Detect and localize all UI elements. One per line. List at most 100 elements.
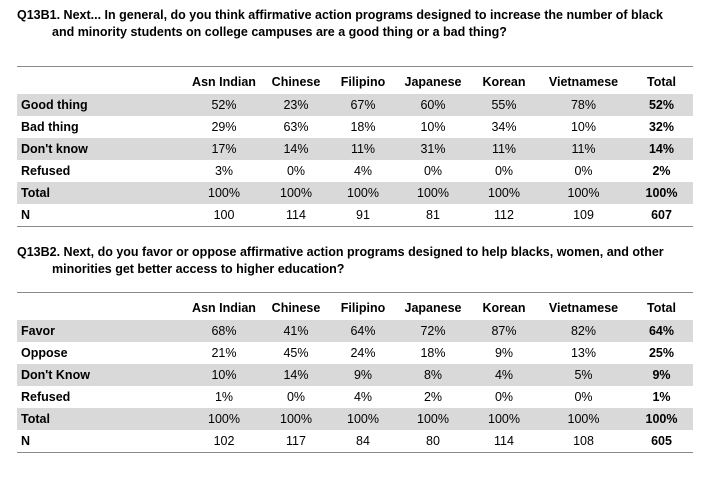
- total-cell: 2%: [652, 164, 671, 178]
- total-cell: 9%: [652, 368, 671, 382]
- row-label: Good thing: [21, 98, 88, 112]
- cell: 10%: [570, 120, 597, 134]
- row-label: Don't know: [21, 142, 88, 156]
- cell: 11%: [571, 142, 596, 156]
- cell: 78%: [570, 98, 597, 112]
- cell: 0%: [286, 164, 306, 178]
- total-cell: 605: [651, 434, 672, 448]
- table-row: Total 100% 100% 100% 100% 100% 100% 100%: [17, 182, 693, 204]
- cell: 9%: [494, 346, 514, 360]
- cell: 82%: [570, 324, 597, 338]
- cell: 0%: [286, 390, 306, 404]
- cell: 31%: [420, 142, 446, 156]
- cell: 0%: [494, 164, 514, 178]
- cell: 100%: [488, 412, 520, 426]
- cell: 102: [213, 434, 235, 448]
- cell: 14%: [283, 142, 309, 156]
- cell: 13%: [570, 346, 597, 360]
- cell: 29%: [211, 120, 237, 134]
- cell: 100%: [347, 186, 379, 200]
- cell: 1%: [214, 390, 234, 404]
- cell: 100%: [347, 412, 379, 426]
- cell: 52%: [211, 98, 237, 112]
- cell: 81: [426, 208, 440, 222]
- row-label: Total: [21, 186, 50, 200]
- row-label: N: [21, 434, 31, 448]
- total-cell: 100%: [645, 186, 678, 200]
- column-header: Filipino: [340, 301, 386, 315]
- column-header: Vietnamese: [548, 75, 619, 89]
- row-label: Total: [21, 412, 50, 426]
- cell: 114: [286, 208, 306, 222]
- total-cell: 1%: [652, 390, 671, 404]
- cell: 11%: [491, 142, 517, 156]
- cell: 3%: [214, 164, 234, 178]
- table-row: N 102 117 84 80 114 108 605: [17, 430, 693, 453]
- header-blank: [17, 67, 187, 95]
- cell: 0%: [494, 390, 514, 404]
- cell: 100%: [208, 186, 240, 200]
- column-header: Japanese: [404, 301, 462, 315]
- column-header: Chinese: [271, 301, 321, 315]
- cell: 18%: [350, 120, 376, 134]
- cell: 100%: [488, 186, 520, 200]
- table-q13b2: Asn Indian Chinese Filipino Japanese Kor…: [17, 292, 693, 453]
- table-row: Oppose 21% 45% 24% 18% 9% 13% 25%: [17, 342, 693, 364]
- cell: 41%: [283, 324, 309, 338]
- cell: 117: [286, 434, 306, 448]
- column-header: Japanese: [404, 75, 462, 89]
- column-header: Filipino: [340, 75, 386, 89]
- header-blank: [17, 293, 187, 321]
- cell: 64%: [350, 324, 376, 338]
- cell: 10%: [420, 120, 446, 134]
- table-row: Refused 1% 0% 4% 2% 0% 0% 1%: [17, 386, 693, 408]
- cell: 8%: [423, 368, 443, 382]
- cell: 4%: [494, 368, 514, 382]
- table-row: Don't Know 10% 14% 9% 8% 4% 5% 9%: [17, 364, 693, 386]
- cell: 100%: [567, 412, 600, 426]
- cell: 14%: [283, 368, 309, 382]
- row-label: Bad thing: [21, 120, 79, 134]
- cell: 45%: [283, 346, 309, 360]
- cell: 0%: [574, 164, 593, 178]
- table-row: N 100 114 91 81 112 109 607: [17, 204, 693, 227]
- cell: 112: [494, 208, 514, 222]
- question-q13b2-line1: Q13B2. Next, do you favor or oppose affi…: [17, 245, 664, 259]
- table-row: Favor 68% 41% 64% 72% 87% 82% 64%: [17, 320, 693, 342]
- total-cell: 14%: [648, 142, 675, 156]
- cell: 10%: [211, 368, 237, 382]
- cell: 0%: [574, 390, 593, 404]
- row-label: N: [21, 208, 31, 222]
- table-row: Don't know 17% 14% 11% 31% 11% 11% 14%: [17, 138, 693, 160]
- question-q13b1: Q13B1. Next... In general, do you think …: [17, 7, 697, 41]
- column-header: Korean: [482, 75, 526, 89]
- cell: 4%: [353, 164, 373, 178]
- cell: 84: [356, 434, 370, 448]
- table-q13b1: Asn Indian Chinese Filipino Japanese Kor…: [17, 66, 693, 227]
- cell: 11%: [350, 142, 376, 156]
- cell: 9%: [353, 368, 373, 382]
- column-header: Korean: [482, 301, 526, 315]
- cell: 72%: [420, 324, 446, 338]
- total-cell: 32%: [648, 120, 675, 134]
- row-label: Refused: [21, 390, 71, 404]
- cell: 68%: [211, 324, 237, 338]
- cell: 24%: [350, 346, 376, 360]
- cell: 87%: [491, 324, 517, 338]
- total-cell: 100%: [645, 412, 678, 426]
- cell: 63%: [283, 120, 309, 134]
- table-row: Total 100% 100% 100% 100% 100% 100% 100%: [17, 408, 693, 430]
- cell: 23%: [283, 98, 309, 112]
- column-header: Total: [647, 75, 676, 89]
- cell: 5%: [574, 368, 593, 382]
- cell: 17%: [211, 142, 237, 156]
- cell: 18%: [420, 346, 446, 360]
- total-cell: 607: [651, 208, 672, 222]
- cell: 100: [213, 208, 235, 222]
- cell: 55%: [491, 98, 517, 112]
- row-label: Don't Know: [21, 368, 90, 382]
- total-cell: 64%: [648, 324, 675, 338]
- cell: 100%: [417, 412, 449, 426]
- column-header: Total: [647, 301, 676, 315]
- question-q13b1-line2: and minority students on college campuse…: [52, 25, 507, 39]
